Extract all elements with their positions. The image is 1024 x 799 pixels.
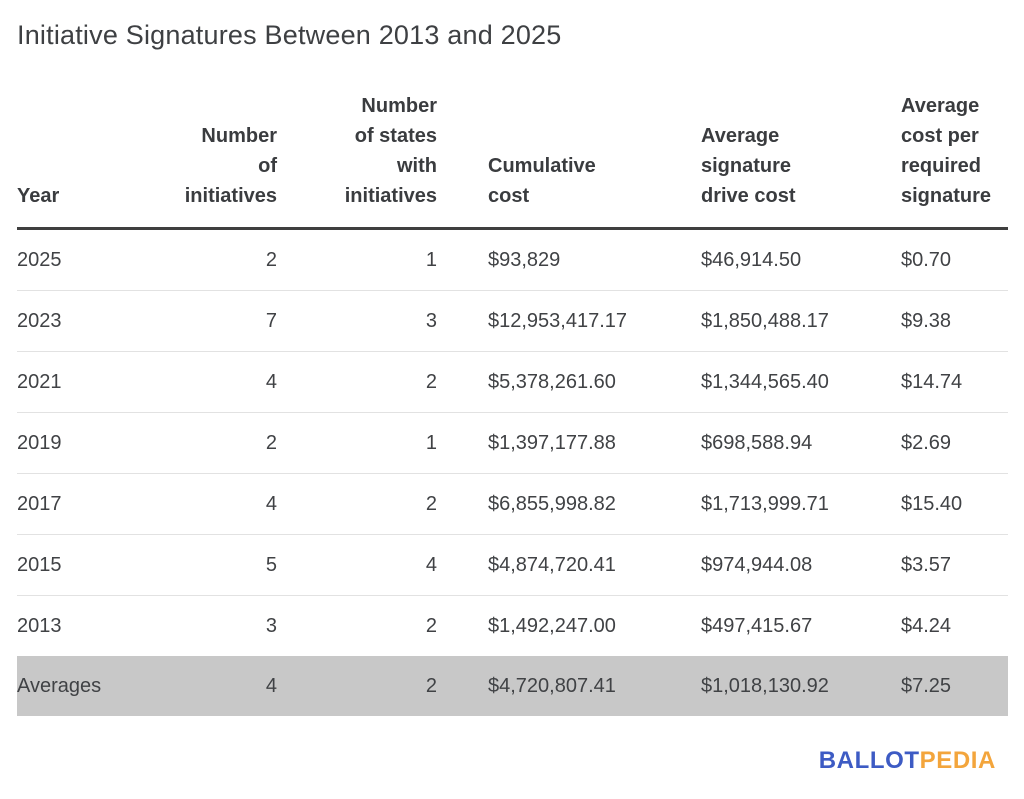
cell-cumulative-cost: $93,829 xyxy=(488,248,561,271)
data-table: Year Number of initiatives Number of sta… xyxy=(17,91,1008,716)
cell-cost-per-signature: $15.40 xyxy=(901,492,963,515)
cell-cumulative-cost: $6,855,998.82 xyxy=(488,492,616,515)
table-row-2021: 2021 4 2 $5,378,261.60 $1,344,565.40 $14… xyxy=(17,352,1008,413)
page-title: Initiative Signatures Between 2013 and 2… xyxy=(17,20,562,50)
cell-year: 2013 xyxy=(17,614,62,637)
cell-year: 2019 xyxy=(17,431,62,454)
cell-cost-per-signature: $2.69 xyxy=(901,431,952,454)
cell-year: 2017 xyxy=(17,492,62,515)
cell-cumulative-cost: $1,397,177.88 xyxy=(488,431,616,454)
cell-cost-per-signature: $7.25 xyxy=(901,674,952,697)
cell-states: 4 xyxy=(425,553,437,576)
cell-drive-cost: $1,850,488.17 xyxy=(701,309,829,332)
cell-cost-per-signature: $9.38 xyxy=(901,309,952,332)
table-row-2019: 2019 2 1 $1,397,177.88 $698,588.94 $2.69 xyxy=(17,413,1008,474)
cell-drive-cost: $497,415.67 xyxy=(701,614,813,637)
cell-drive-cost: $46,914.50 xyxy=(701,248,802,271)
cell-initiatives: 4 xyxy=(265,492,277,515)
cell-year: 2015 xyxy=(17,553,62,576)
col-header-cost-per-signature: Average cost per required signature xyxy=(901,95,992,207)
cell-cumulative-cost: $4,720,807.41 xyxy=(488,674,616,697)
cell-initiatives: 2 xyxy=(265,431,277,454)
cell-drive-cost: $1,018,130.92 xyxy=(701,674,829,697)
cell-initiatives: 7 xyxy=(265,309,277,332)
table-row-2015: 2015 5 4 $4,874,720.41 $974,944.08 $3.57 xyxy=(17,535,1008,596)
logo-ballot-text: BALLOT xyxy=(818,747,920,774)
table-row-2013: 2013 3 2 $1,492,247.00 $497,415.67 $4.24 xyxy=(17,596,1008,657)
col-header-states: Number of states with initiatives xyxy=(344,95,437,207)
cell-year: 2025 xyxy=(17,248,62,271)
cell-states: 2 xyxy=(425,370,437,393)
cell-drive-cost: $698,588.94 xyxy=(701,431,813,454)
cell-initiatives: 3 xyxy=(265,614,277,637)
cell-cost-per-signature: $14.74 xyxy=(901,370,963,393)
cell-cumulative-cost: $4,874,720.41 xyxy=(488,553,616,576)
cell-states: 2 xyxy=(425,614,437,637)
cell-states: 1 xyxy=(425,248,437,271)
cell-year: 2021 xyxy=(17,370,62,393)
col-header-drive-cost: Average signature drive cost xyxy=(701,125,796,207)
cell-drive-cost: $1,713,999.71 xyxy=(701,492,829,515)
col-header-initiatives: Number of initiatives xyxy=(184,125,277,207)
col-header-year: Year xyxy=(17,185,60,207)
cell-initiatives: 5 xyxy=(265,553,277,576)
cell-initiatives: 4 xyxy=(265,674,277,697)
table-row-2017: 2017 4 2 $6,855,998.82 $1,713,999.71 $15… xyxy=(17,474,1008,535)
cell-drive-cost: $974,944.08 xyxy=(701,553,813,576)
cell-states: 3 xyxy=(425,309,437,332)
cell-initiatives: 4 xyxy=(265,370,277,393)
header-row: Year Number of initiatives Number of sta… xyxy=(17,91,1008,229)
cell-cost-per-signature: $3.57 xyxy=(901,553,952,576)
table-row-2023: 2023 7 3 $12,953,417.17 $1,850,488.17 $9… xyxy=(17,291,1008,352)
logo-pedia-text: PEDIA xyxy=(919,747,996,774)
col-header-cumulative-cost: Cumulative cost xyxy=(488,155,596,207)
cell-initiatives: 2 xyxy=(265,248,277,271)
cell-year: 2023 xyxy=(17,309,62,332)
cell-cost-per-signature: $0.70 xyxy=(901,248,952,271)
cell-cumulative-cost: $5,378,261.60 xyxy=(488,370,616,393)
ballotpedia-logo: BALLOTPEDIA xyxy=(17,748,1008,774)
cell-states: 2 xyxy=(425,492,437,515)
cell-cumulative-cost: $1,492,247.00 xyxy=(488,614,616,637)
table-row-2025: 2025 2 1 $93,829 $46,914.50 $0.70 xyxy=(17,229,1008,291)
cell-cost-per-signature: $4.24 xyxy=(901,614,952,637)
cell-drive-cost: $1,344,565.40 xyxy=(701,370,829,393)
cell-states: 1 xyxy=(425,431,437,454)
cell-year: Averages xyxy=(17,674,102,697)
cell-states: 2 xyxy=(425,674,437,697)
averages-row: Averages 4 2 $4,720,807.41 $1,018,130.92… xyxy=(17,656,1008,716)
cell-cumulative-cost: $12,953,417.17 xyxy=(488,309,628,332)
